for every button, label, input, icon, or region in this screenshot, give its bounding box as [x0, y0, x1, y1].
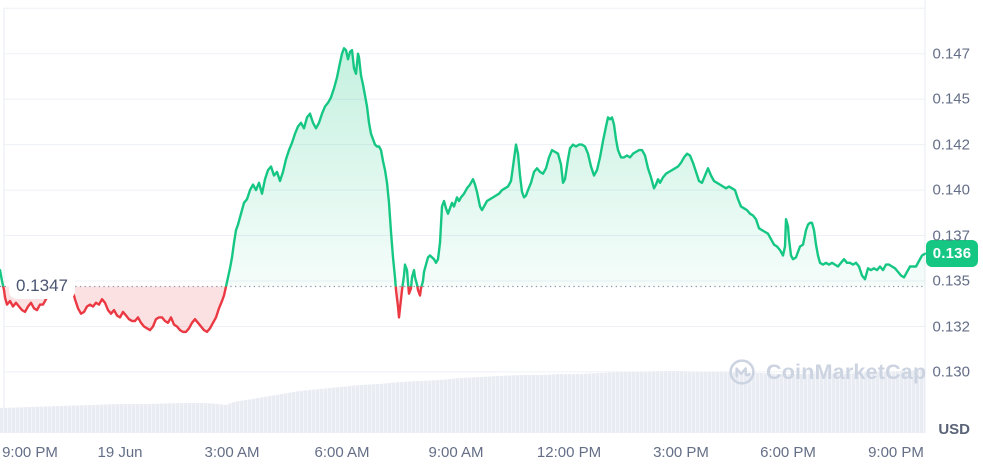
price-line-up: [0, 47, 926, 287]
x-axis-tick-label: 12:00 PM: [536, 444, 602, 461]
current-price-badge: 0.136: [926, 240, 978, 268]
price-line-down: [1, 286, 423, 334]
baseline-price-label: 0.1347: [9, 273, 75, 299]
coinmarketcap-logo-icon: [729, 359, 755, 385]
y-axis-tick-label: 0.135: [932, 272, 970, 290]
y-axis-tick-label: 0.145: [932, 90, 970, 108]
volume-area: [0, 370, 925, 433]
x-axis-tick-label: 9:00 AM: [428, 444, 484, 461]
y-axis-tick-label: 0.140: [932, 181, 970, 199]
x-axis-tick-label: 6:00 AM: [314, 444, 370, 461]
x-axis-tick-label: 3:00 PM: [653, 444, 709, 461]
price-area-down-fill: [0, 286, 925, 332]
x-axis-tick-label: 9:00 PM: [2, 444, 58, 461]
x-axis-tick-label: 6:00 PM: [760, 444, 816, 461]
y-axis-tick-label: 0.130: [932, 363, 970, 381]
coinmarketcap-watermark[interactable]: CoinMarketCap: [727, 357, 926, 387]
x-axis-tick-label: 19 Jun: [97, 444, 143, 461]
x-axis-tick-label: 9:00 PM: [868, 444, 924, 461]
y-axis-tick-label: 0.147: [932, 45, 970, 63]
watermark-text: CoinMarketCap: [766, 359, 927, 384]
price-area-up-fill: [0, 48, 925, 287]
currency-unit-label: USD: [938, 421, 970, 438]
x-axis-tick-label: 3:00 AM: [204, 444, 260, 461]
y-axis-tick-label: 0.132: [932, 318, 970, 335]
y-axis-tick-label: 0.137: [932, 227, 970, 244]
y-axis-tick-label: 0.142: [932, 136, 970, 154]
